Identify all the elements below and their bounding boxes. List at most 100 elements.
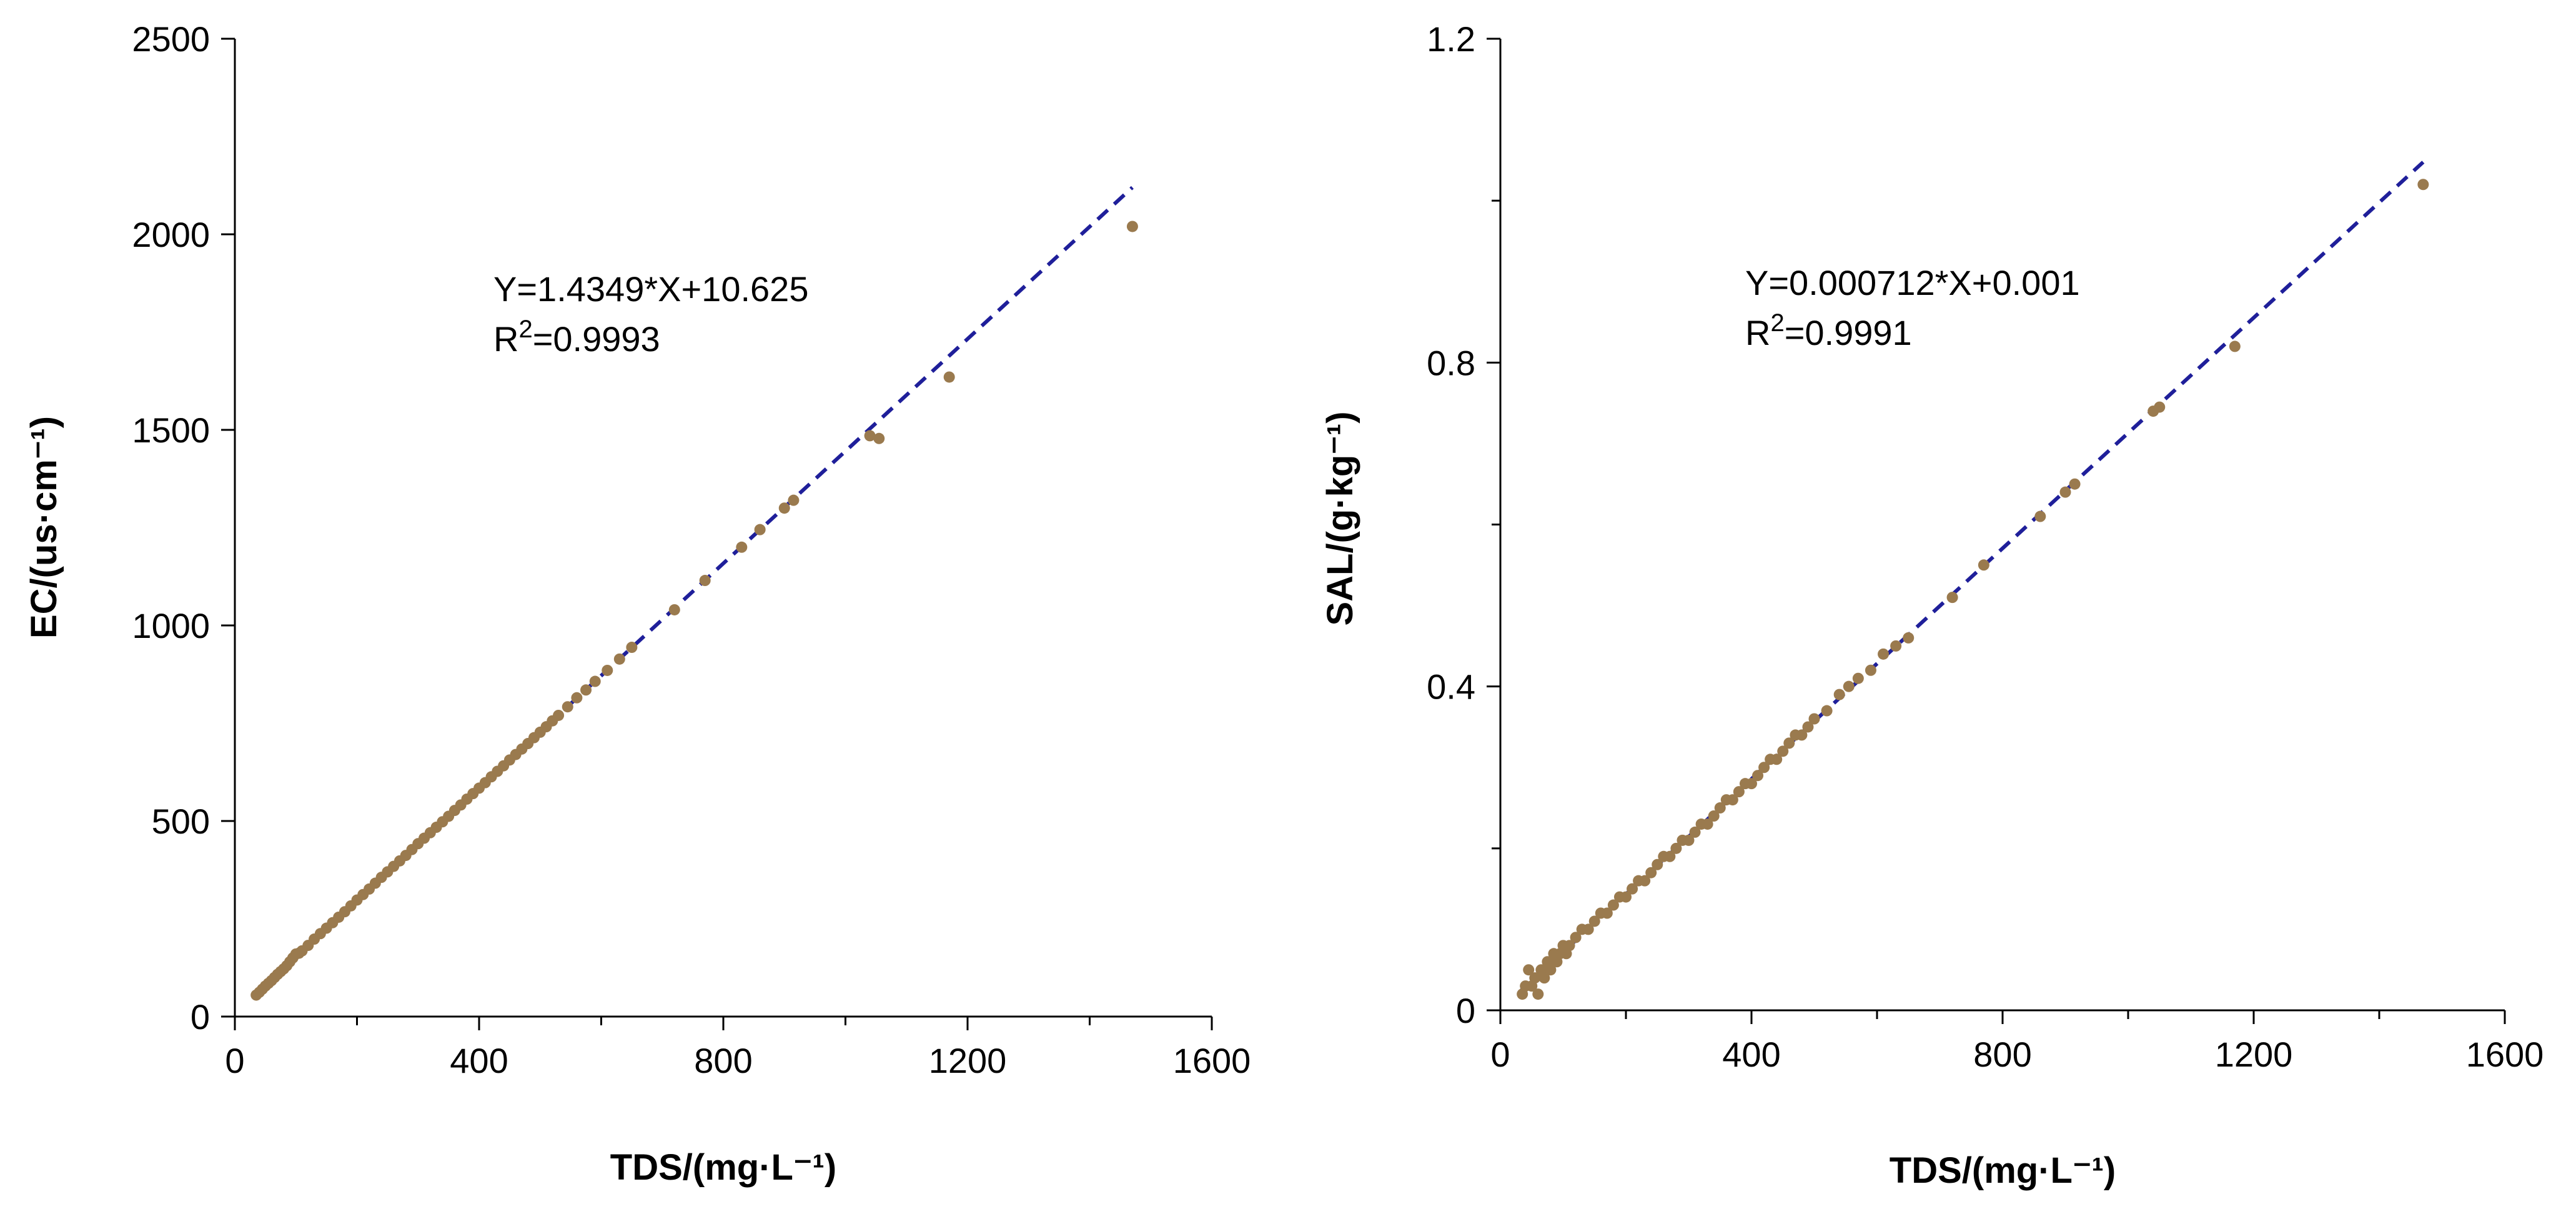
sal-data-point: [1726, 794, 1738, 806]
sal-data-point: [1702, 818, 1713, 830]
sal-data-point: [1532, 988, 1544, 1000]
sal-data-point: [1620, 891, 1632, 903]
sal-data-point: [1664, 850, 1676, 862]
sal-data-point: [1752, 770, 1764, 782]
sal-data-point: [1523, 964, 1535, 976]
sal-data-point: [1733, 786, 1745, 798]
sal-data-point: [1714, 802, 1726, 814]
ec-x-tick-label: 400: [450, 1041, 508, 1080]
sal-data-point: [1808, 713, 1820, 725]
ec-data-point: [736, 541, 748, 553]
sal-y-tick-label: 0.8: [1427, 343, 1475, 382]
sal-data-point: [1639, 875, 1651, 887]
sal-data-point: [1833, 689, 1845, 700]
ec-data-point: [553, 709, 565, 721]
ec-y-tick-label: 1500: [132, 410, 210, 450]
ec-data-point: [754, 524, 766, 535]
ec-equation: Y=1.4349*X+10.625: [493, 269, 808, 309]
sal-data-point: [1802, 721, 1814, 733]
sal-ticks: 0 400 800 1200 1600 0 0.4 0.8 1.2: [1427, 19, 2544, 1074]
sal-data-point: [1890, 640, 1902, 652]
sal-x-tick-label: 1600: [2466, 1035, 2544, 1074]
sal-data-point: [1852, 672, 1864, 684]
sal-data-point: [1645, 867, 1657, 878]
ec-chart-panel: 0 400 800 1200 1600 0 500 1000 1500 2000 2500 Y=1.…: [24, 19, 1251, 1188]
sal-data-point: [1796, 729, 1808, 741]
ec-r-squared-prefix: R: [493, 319, 518, 359]
ec-data-point: [1126, 221, 1138, 232]
sal-data-point: [1758, 762, 1770, 774]
ec-data-point: [699, 575, 711, 587]
sal-data-point: [1903, 632, 1915, 644]
sal-data-point: [2417, 179, 2429, 191]
sal-y-tick-label: 0.4: [1427, 667, 1475, 707]
sal-data-point: [1570, 932, 1582, 943]
sal-x-axis-label: TDS/(mg·L⁻¹): [1890, 1150, 2116, 1191]
ec-data-point: [626, 642, 638, 654]
sal-data-point: [1601, 907, 1613, 919]
sal-data-point: [1821, 705, 1833, 717]
sal-chart-panel: 0 400 800 1200 1600 0 0.4 0.8 1.2 Y=0.000712*X+0…: [1320, 19, 2544, 1191]
sal-data-point: [1865, 664, 1876, 676]
sal-r-squared: R2=0.9991: [1745, 309, 1912, 352]
sal-data-point: [1670, 842, 1682, 854]
sal-y-axis-label: SAL/(g·kg⁻¹): [1320, 411, 1360, 625]
sal-data-point: [1627, 883, 1638, 895]
sal-data-point: [1545, 964, 1557, 976]
sal-equation: Y=0.000712*X+0.001: [1745, 263, 2080, 302]
sal-r-squared-prefix: R: [1745, 313, 1770, 352]
sal-data-point: [1588, 915, 1600, 927]
sal-data-point: [1946, 592, 1958, 604]
ec-ticks: 0 400 800 1200 1600 0 500 1000 1500 2000 2500: [132, 19, 1251, 1080]
sal-data-point: [2229, 341, 2241, 352]
ec-x-tick-label: 800: [694, 1041, 752, 1080]
sal-data-point: [1607, 899, 1619, 911]
sal-data-point: [1978, 559, 1989, 571]
sal-r-squared-value: =0.9991: [1785, 313, 1912, 352]
sal-data-point: [2034, 510, 2046, 522]
ec-x-tick-label: 0: [225, 1041, 244, 1080]
sal-data-point: [1538, 972, 1550, 984]
sal-x-tick-label: 800: [1973, 1035, 2031, 1074]
sal-data-point: [1878, 648, 1890, 660]
sal-x-tick-label: 0: [1490, 1035, 1510, 1074]
sal-x-tick-label: 400: [1722, 1035, 1780, 1074]
ec-r-squared: R2=0.9993: [493, 316, 660, 359]
sal-data-point: [2154, 401, 2166, 413]
ec-y-tick-label: 0: [191, 997, 210, 1037]
ec-x-axis-label: TDS/(mg·L⁻¹): [610, 1147, 836, 1188]
ec-fit-line-group: [252, 186, 1134, 997]
ec-data-point: [602, 664, 613, 676]
ec-y-tick-label: 2500: [132, 19, 210, 59]
ec-data-point: [943, 371, 955, 383]
sal-data-point: [1843, 680, 1855, 692]
ec-data-point: [589, 675, 601, 687]
ec-data-point: [788, 494, 800, 506]
ec-data-point: [778, 502, 790, 514]
ec-data-point: [580, 684, 592, 696]
ec-x-tick-label: 1600: [1173, 1041, 1251, 1080]
sal-y-tick-label: 0: [1456, 991, 1475, 1030]
ec-data-point: [562, 701, 573, 713]
sal-data-point: [1529, 972, 1541, 984]
sal-data-point: [1683, 834, 1695, 846]
sal-data-point: [1708, 810, 1720, 822]
ec-r-squared-sup: 2: [518, 316, 532, 343]
sal-data-point: [1689, 826, 1701, 838]
sal-data-point: [1746, 778, 1757, 790]
ec-r-squared-value: =0.9993: [533, 319, 660, 359]
ec-y-tick-label: 1000: [132, 606, 210, 645]
ec-x-tick-label: 1200: [929, 1041, 1007, 1080]
ec-data-point: [873, 432, 885, 444]
ec-y-tick-label: 500: [152, 802, 210, 841]
sal-data-point: [2069, 478, 2081, 490]
ec-data-point: [864, 430, 876, 442]
sal-data-point: [1771, 754, 1783, 765]
sal-points: [1517, 179, 2429, 1000]
sal-r-squared-sup: 2: [1770, 309, 1784, 337]
sal-data-point: [1652, 858, 1663, 870]
sal-data-point: [2059, 486, 2071, 498]
sal-data-point: [1563, 940, 1575, 952]
ec-y-axis-label: EC/(us·cm⁻¹): [24, 416, 64, 639]
